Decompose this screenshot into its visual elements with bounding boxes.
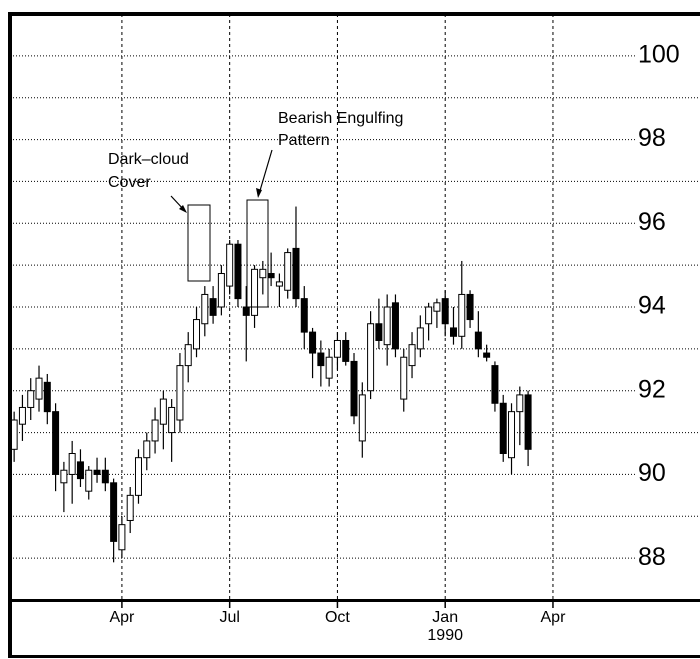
x-tick-label: Apr: [541, 609, 567, 626]
candle-body: [524, 394, 532, 450]
year-label: 1990: [427, 627, 463, 644]
annotation: Cover: [108, 174, 151, 191]
candle-body: [425, 306, 433, 325]
candle-body: [350, 360, 358, 417]
candle-body: [300, 298, 308, 333]
y-tick-label: 90: [638, 459, 666, 487]
candle-body: [176, 365, 184, 421]
candle-body: [93, 469, 101, 475]
candle-body: [267, 273, 275, 279]
candle-body: [433, 302, 441, 312]
candle-body: [483, 352, 491, 358]
x-tick-label: Apr: [109, 609, 135, 626]
candle-body: [234, 243, 242, 300]
candle-body: [85, 469, 93, 492]
candle-body: [491, 365, 499, 404]
y-tick-label: 100: [638, 40, 680, 68]
frame: [8, 12, 700, 16]
candle-body: [400, 356, 408, 400]
candle-body: [358, 394, 366, 442]
candle-body: [168, 406, 176, 434]
candle-body: [458, 293, 466, 337]
frame: [8, 599, 700, 602]
candle-body: [284, 252, 292, 291]
y-tick-label: 98: [638, 124, 666, 152]
x-tick-label: Oct: [325, 609, 350, 626]
candle-body: [466, 293, 474, 321]
candle-body: [325, 356, 333, 379]
candle-body: [184, 344, 192, 367]
candle-body: [110, 482, 118, 542]
arrow: [258, 149, 273, 195]
x-tick-label: Jan: [432, 609, 458, 626]
y-tick-label: 92: [638, 375, 666, 403]
candle-body: [10, 419, 18, 450]
candle-body: [259, 268, 267, 279]
candle-body: [416, 327, 424, 350]
candle-body: [508, 411, 516, 459]
candle-body: [474, 331, 482, 350]
candle-body: [275, 281, 283, 287]
candle-body: [226, 243, 234, 287]
candle-body: [143, 440, 151, 459]
candle-body: [101, 469, 109, 484]
candle-body: [383, 306, 391, 346]
candle-body: [193, 319, 201, 350]
candle-body: [375, 323, 383, 341]
candle-body: [242, 306, 250, 316]
candle-body: [43, 381, 51, 413]
y-tick-label: 94: [638, 292, 666, 320]
candle-body: [118, 524, 126, 551]
candle-body: [201, 293, 209, 325]
candle-body: [317, 352, 325, 367]
candle-body: [126, 494, 134, 521]
candle-body: [60, 469, 68, 484]
candle-body: [151, 419, 159, 442]
candle-body: [217, 273, 225, 308]
candle-body: [408, 344, 416, 367]
candle-body: [27, 390, 35, 408]
candle-body: [251, 268, 259, 316]
candle-body: [68, 453, 76, 475]
candle-body: [134, 457, 142, 496]
candle-body: [391, 302, 399, 350]
candle-body: [441, 298, 449, 325]
arrow-head: [256, 188, 262, 198]
frame: [8, 12, 12, 657]
candle-body: [516, 394, 524, 413]
y-tick-label: 88: [638, 543, 666, 571]
candle-body: [76, 461, 84, 480]
candle-body: [209, 298, 217, 316]
arrow-head: [179, 205, 187, 213]
candle-body: [18, 406, 26, 425]
pattern-box: [187, 204, 211, 282]
y-tick-label: 96: [638, 208, 666, 236]
candle-body: [333, 339, 341, 358]
annotation: Dark–cloud: [108, 151, 189, 168]
pattern-box: [246, 199, 269, 308]
candle-body: [499, 402, 507, 454]
candle-body: [309, 331, 317, 354]
candle-body: [159, 398, 167, 425]
candle-body: [449, 327, 457, 337]
annotation: Pattern: [278, 132, 330, 149]
annotation: Bearish Engulfing: [278, 110, 403, 127]
candle-body: [35, 377, 43, 400]
candles: [10, 206, 532, 563]
candle-body: [292, 247, 300, 300]
candle-body: [52, 411, 60, 475]
frame: [8, 655, 700, 658]
candle-body: [367, 323, 375, 392]
candle-body: [342, 339, 350, 362]
x-tick-label: Jul: [219, 609, 239, 626]
